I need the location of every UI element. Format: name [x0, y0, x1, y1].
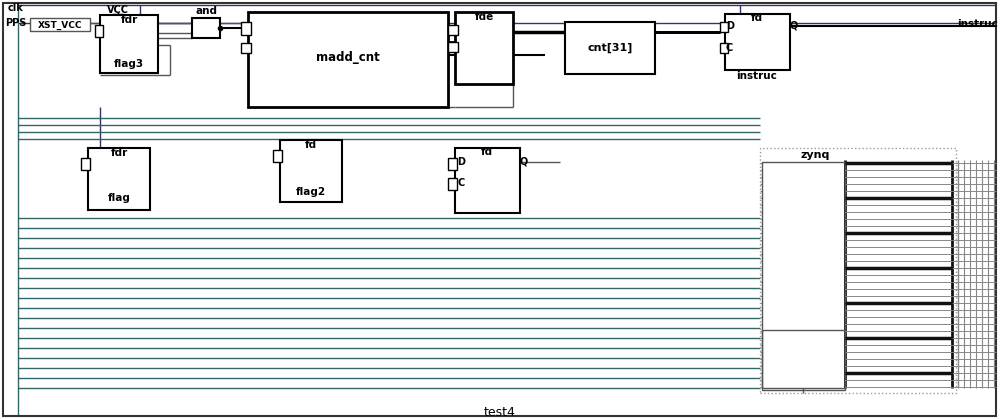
Text: C: C [457, 178, 464, 188]
Bar [762, 330, 845, 388]
Bar [565, 22, 655, 74]
Bar [760, 148, 956, 393]
Text: test4: test4 [484, 406, 516, 419]
Text: fd: fd [481, 147, 493, 157]
Text: instruc: instruc [737, 71, 777, 81]
Text: VCC: VCC [107, 5, 129, 15]
Text: fdr: fdr [120, 15, 138, 25]
Text: Q: Q [789, 21, 797, 31]
Text: cnt[31]: cnt[31] [587, 43, 633, 53]
Text: zynq: zynq [800, 150, 830, 160]
Text: D: D [726, 21, 734, 31]
Text: and: and [195, 6, 217, 16]
Bar [455, 148, 520, 213]
Text: flag: flag [108, 193, 130, 203]
Bar [455, 12, 513, 84]
Bar [241, 43, 251, 53]
Text: fd: fd [751, 13, 763, 23]
Bar [100, 15, 158, 73]
Text: fde: fde [474, 12, 494, 22]
Bar [241, 22, 251, 35]
Text: instruc: instruc [957, 19, 998, 29]
Bar [725, 14, 790, 70]
Bar [720, 22, 728, 32]
Text: fdr: fdr [110, 148, 128, 158]
Text: D: D [457, 157, 465, 167]
Text: C: C [726, 43, 733, 53]
Bar [280, 140, 342, 202]
Text: madd_cnt: madd_cnt [316, 52, 380, 65]
Text: PPS: PPS [5, 18, 26, 28]
Text: XST_VCC: XST_VCC [38, 21, 82, 30]
Bar [30, 18, 90, 31]
Bar [192, 18, 220, 38]
Bar [95, 25, 103, 37]
Bar [448, 25, 458, 35]
Bar [762, 162, 845, 390]
Text: flag3: flag3 [114, 59, 144, 69]
Bar [448, 178, 457, 190]
Bar [273, 150, 282, 162]
Bar [448, 42, 458, 52]
Text: fd: fd [305, 140, 317, 150]
Bar [81, 158, 90, 170]
Bar [88, 148, 150, 210]
Bar [448, 158, 457, 170]
Text: Q: Q [519, 157, 527, 167]
Text: flag2: flag2 [296, 187, 326, 197]
Bar [720, 43, 728, 53]
Text: clk: clk [8, 3, 24, 13]
Bar [248, 12, 448, 107]
